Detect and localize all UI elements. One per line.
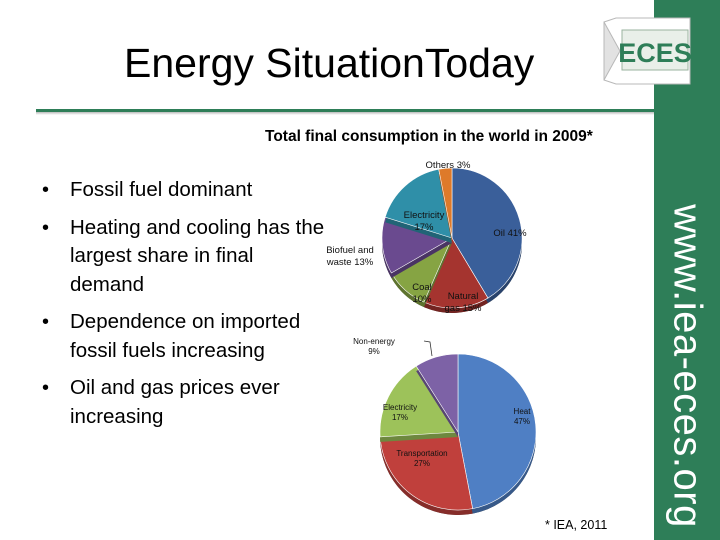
bullet-item: Oil and gas prices ever increasing (40, 374, 330, 431)
pie-slice (384, 168, 453, 239)
title-divider (36, 109, 654, 112)
pie-slice (457, 353, 537, 509)
pie-label: Non-energy 9% (353, 337, 395, 356)
leader-line (423, 340, 433, 357)
bullet-item: Dependence on imported fossil fuels incr… (40, 308, 330, 365)
logo-text: ECES (618, 38, 692, 68)
pie-label: Electricity 17% (383, 403, 417, 422)
pie-slice (381, 216, 453, 274)
pie-label: Others 3% (426, 160, 471, 171)
pie-label: Coal 10% (412, 282, 432, 305)
pie-charts: Oil 41% Natural gas 15% Coal 10% Biofuel and w… (326, 160, 537, 515)
side-url: www.iea-eces.org (665, 204, 710, 528)
chart-title: Total final consumption in the world in … (265, 128, 593, 145)
bullet-item: Fossil fuel dominant (40, 176, 330, 205)
pie-label: Oil 41% (493, 228, 527, 239)
pie-label: Natural gas 15% (445, 291, 483, 314)
pie-slice (379, 365, 459, 438)
pie-label: Biofuel and waste 13% (326, 245, 374, 268)
pie-slice (438, 167, 453, 239)
side-band (654, 0, 720, 540)
pie-label: Heat 47% (514, 407, 532, 426)
bullet-item: Heating and cooling has the largest shar… (40, 214, 330, 300)
source-note: * IEA, 2011 (545, 518, 608, 532)
pie-label: Electricity 17% (404, 210, 445, 233)
pie-label: Transportation 27% (396, 449, 447, 468)
pie-slice (423, 237, 489, 309)
pie-slice (415, 353, 459, 434)
slide-title: Energy SituationToday (124, 40, 535, 86)
eces-logo: ECES (603, 17, 692, 85)
pie-slice (379, 431, 473, 511)
bullet-list: Fossil fuel dominant Heating and cooling… (40, 176, 330, 440)
pie-slice (451, 167, 523, 299)
title-divider-shadow (36, 112, 654, 115)
